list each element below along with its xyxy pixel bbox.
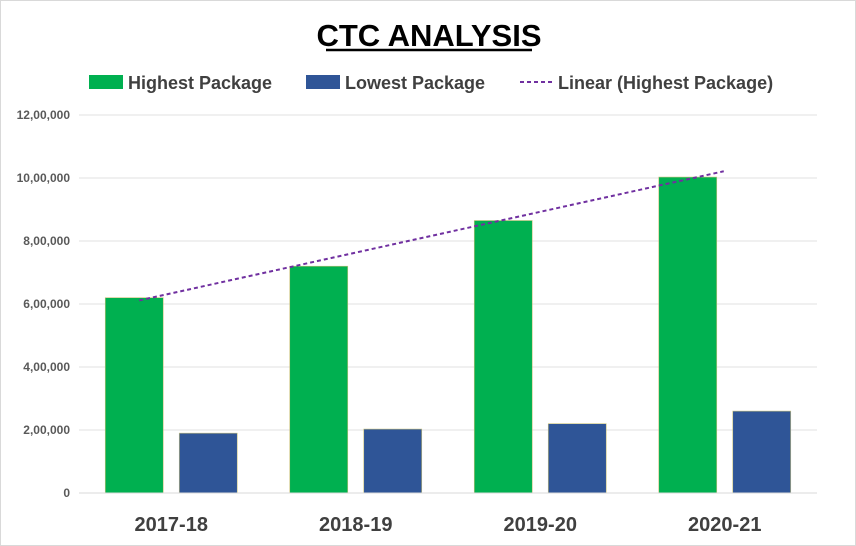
trendline <box>139 170 724 302</box>
y-tick-label: 10,00,000 <box>17 171 71 185</box>
bar-highest-package <box>473 220 533 494</box>
y-tick-label: 0 <box>63 486 70 500</box>
bar-lowest-package <box>732 410 792 494</box>
bar-lowest-package <box>363 428 423 494</box>
axes: 0 2,00,000 4,00,000 6,00,000 8,00,000 10,00,0… <box>17 108 817 536</box>
bar-highest-package <box>658 176 718 494</box>
x-tick-label: 2017-18 <box>135 514 208 536</box>
chart-title: CTC ANALYSIS <box>316 18 541 53</box>
legend-swatch-highest <box>89 75 123 89</box>
y-tick-label: 8,00,000 <box>23 234 70 248</box>
y-tick-label: 6,00,000 <box>23 297 70 311</box>
bar-highest-package <box>289 265 349 494</box>
x-tick-label: 2018-19 <box>319 514 392 536</box>
bar-highest-package <box>104 297 164 494</box>
y-tick-label: 4,00,000 <box>23 360 70 374</box>
legend-label-linear: Linear (Highest Package) <box>558 73 773 93</box>
bar-lowest-package <box>178 432 238 494</box>
legend-label-highest: Highest Package <box>128 73 272 93</box>
y-tick-label: 12,00,000 <box>17 108 71 122</box>
legend-label-lowest: Lowest Package <box>345 73 485 93</box>
bar-lowest-package <box>547 423 607 494</box>
x-tick-label: 2020-21 <box>688 514 761 536</box>
trendline-group <box>139 170 724 302</box>
bars <box>104 176 792 494</box>
x-tick-label: 2019-20 <box>504 514 577 536</box>
legend: Highest Package Lowest Package Linear (H… <box>89 73 773 93</box>
legend-swatch-lowest <box>306 75 340 89</box>
y-tick-label: 2,00,000 <box>23 423 70 437</box>
